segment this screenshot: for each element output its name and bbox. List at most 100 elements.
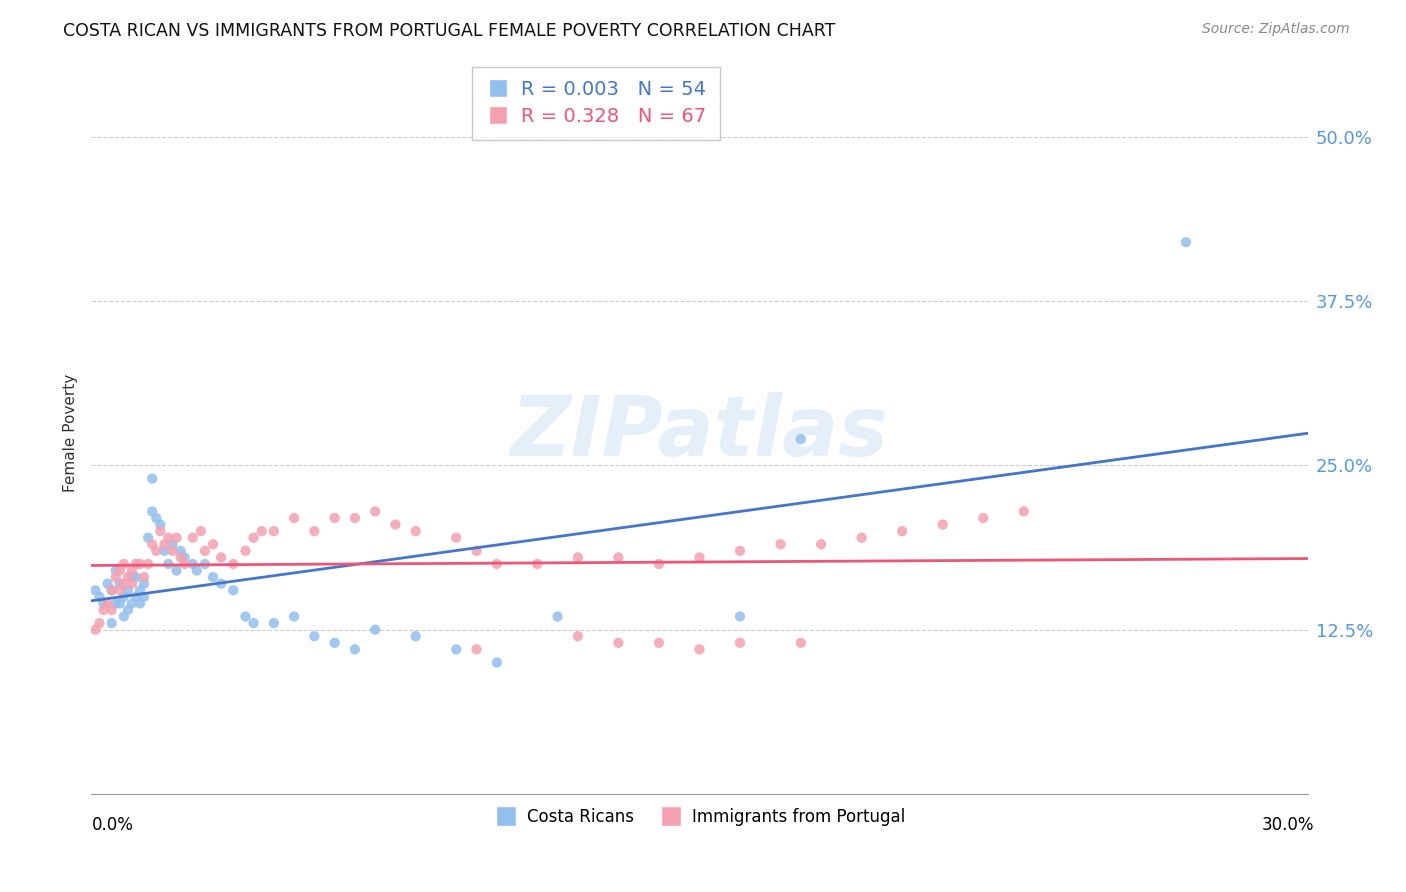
Point [384,517,406,532]
Point [444,531,467,545]
Point [166,564,188,578]
Point [157,531,180,545]
Point [173,550,195,565]
Point [304,524,326,538]
Point [648,557,671,571]
Point [202,537,225,551]
Point [132,570,155,584]
Point [181,557,204,571]
Point [84,623,107,637]
Point [89,590,111,604]
Point [104,596,127,610]
Point [162,537,184,551]
Point [153,544,176,558]
Text: Source: ZipAtlas.com: Source: ZipAtlas.com [1202,22,1350,37]
Point [121,576,143,591]
Point [283,609,305,624]
Point [202,570,225,584]
Point [547,609,569,624]
Point [364,504,387,518]
Point [405,629,427,643]
Point [112,590,135,604]
Point [526,557,548,571]
Point [485,557,508,571]
Point [181,531,204,545]
Point [153,537,176,551]
Point [132,576,155,591]
Point [93,596,115,610]
Point [465,642,488,657]
Point [104,564,127,578]
Point [364,623,387,637]
Point [136,557,159,571]
Point [194,544,217,558]
Point [323,636,346,650]
Legend: Costa Ricans, Immigrants from Portugal: Costa Ricans, Immigrants from Portugal [486,801,912,832]
Point [444,642,467,657]
Point [97,576,120,591]
Point [728,609,751,624]
Point [145,511,167,525]
Point [304,629,326,643]
Point [121,596,143,610]
Point [141,537,163,551]
Point [405,524,427,538]
Point [117,603,139,617]
Point [235,544,257,558]
Point [112,557,135,571]
Point [145,544,167,558]
Point [972,511,994,525]
Point [169,544,191,558]
Point [112,609,135,624]
Point [728,636,751,650]
Point [769,537,792,551]
Point [242,531,264,545]
Text: COSTA RICAN VS IMMIGRANTS FROM PORTUGAL FEMALE POVERTY CORRELATION CHART: COSTA RICAN VS IMMIGRANTS FROM PORTUGAL … [63,22,835,40]
Text: ZIPatlas: ZIPatlas [510,392,889,473]
Point [263,616,285,631]
Point [173,557,195,571]
Point [465,544,488,558]
Point [567,629,589,643]
Point [104,570,127,584]
Text: 0.0%: 0.0% [91,816,134,834]
Point [485,656,508,670]
Point [136,531,159,545]
Point [790,432,813,446]
Point [209,576,232,591]
Point [108,596,131,610]
Point [222,557,245,571]
Point [125,570,148,584]
Point [100,583,122,598]
Point [125,590,148,604]
Point [851,531,873,545]
Point [129,596,152,610]
Point [567,550,589,565]
Point [323,511,346,525]
Point [235,609,257,624]
Point [190,524,212,538]
Point [648,636,671,650]
Point [108,564,131,578]
Point [343,511,366,525]
Point [250,524,273,538]
Point [121,570,143,584]
Point [84,583,107,598]
Point [166,531,188,545]
Point [93,603,115,617]
Point [263,524,285,538]
Point [125,557,148,571]
Point [283,511,305,525]
Point [790,636,813,650]
Point [1012,504,1035,518]
Point [132,590,155,604]
Point [162,544,184,558]
Point [100,583,122,598]
Point [129,583,152,598]
Point [728,544,751,558]
Point [108,576,131,591]
Point [222,583,245,598]
Point [117,583,139,598]
Point [121,564,143,578]
Point [100,616,122,631]
